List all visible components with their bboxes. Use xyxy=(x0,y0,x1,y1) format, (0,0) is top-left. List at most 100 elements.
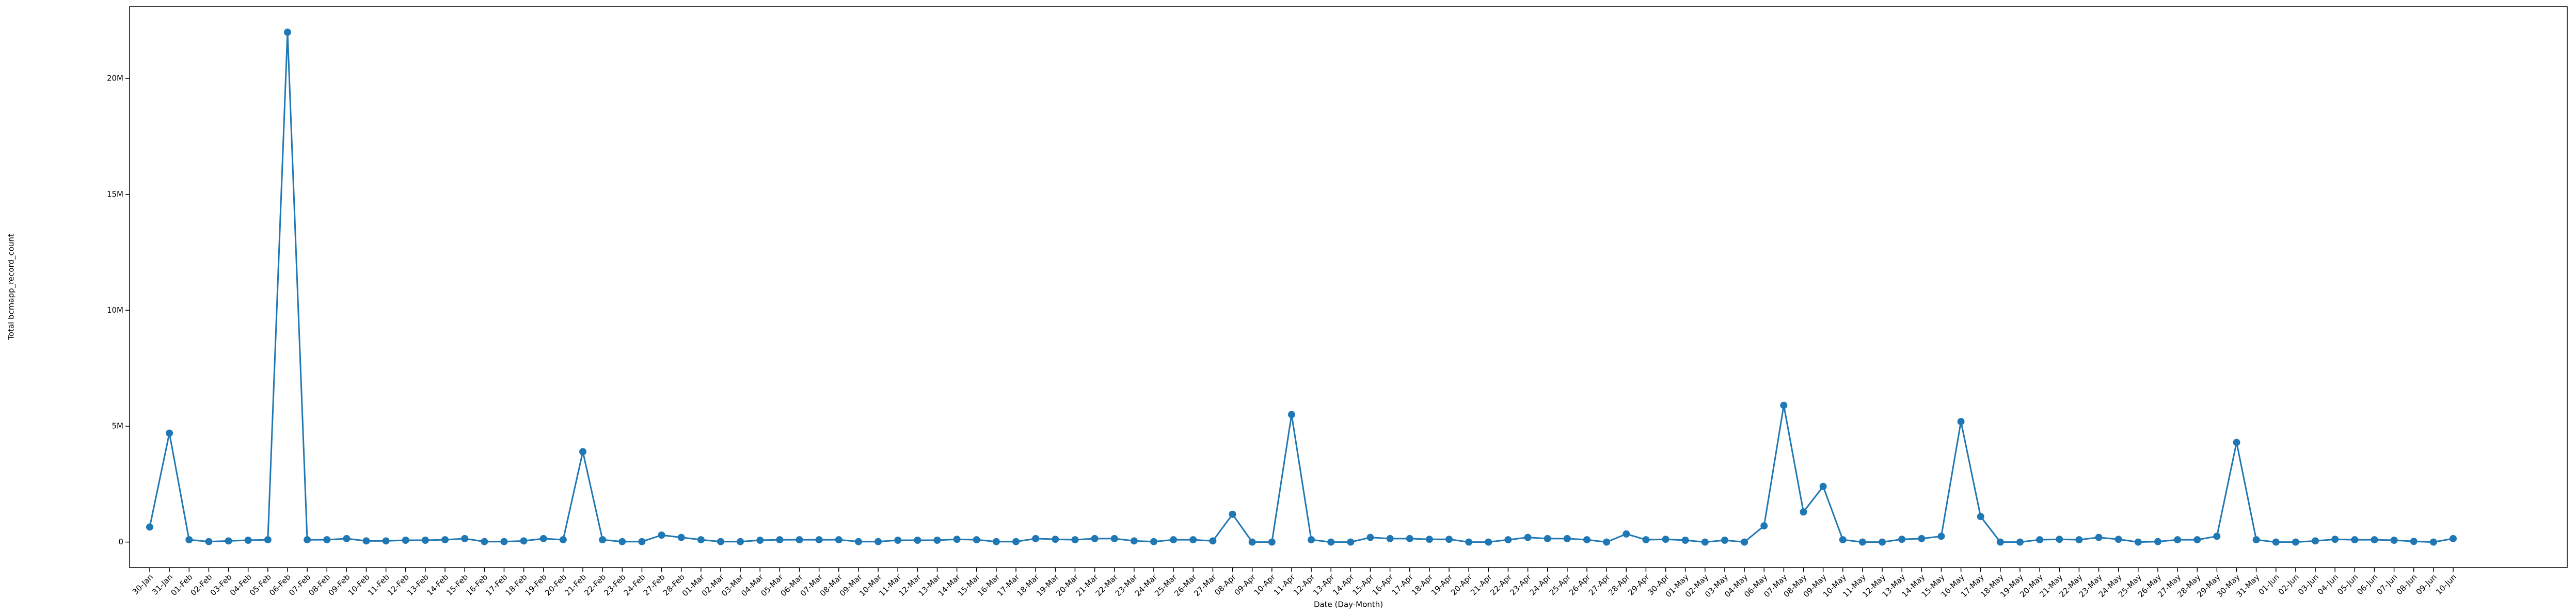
x-tick-label: 03-Feb xyxy=(209,572,234,597)
data-point xyxy=(1209,537,1217,545)
data-point xyxy=(756,536,764,544)
data-point xyxy=(1327,538,1335,546)
data-point xyxy=(1406,535,1413,542)
x-tick-label: 16-Apr xyxy=(1370,572,1395,597)
x-tick-label: 17-Apr xyxy=(1390,572,1416,597)
data-point xyxy=(1996,538,2004,546)
data-point xyxy=(737,538,744,545)
data-point xyxy=(1425,536,1433,543)
data-point xyxy=(1012,538,1020,545)
data-point xyxy=(1721,536,1728,544)
data-point xyxy=(2390,536,2398,544)
data-point xyxy=(933,536,941,544)
data-point xyxy=(1268,538,1276,546)
x-tick-label: 05-Feb xyxy=(248,572,273,597)
x-tick-label: 11-Feb xyxy=(366,572,391,597)
data-point xyxy=(2252,536,2260,544)
data-point xyxy=(1623,530,1630,538)
data-point xyxy=(441,536,449,544)
data-point xyxy=(205,538,213,545)
x-tick-label: 19-Feb xyxy=(523,572,549,597)
data-point xyxy=(146,523,153,531)
x-tick-label: 24-Feb xyxy=(622,572,647,597)
data-point xyxy=(1977,513,1984,521)
data-point xyxy=(835,536,842,544)
x-tick-label: 08-Feb xyxy=(307,572,332,597)
data-point xyxy=(1858,538,1866,546)
x-tick-label: 19-Apr xyxy=(1429,572,1455,597)
x-tick-label: 27-Apr xyxy=(1587,572,1612,597)
data-point xyxy=(854,538,862,545)
data-point xyxy=(2233,439,2240,446)
data-point xyxy=(2351,536,2359,544)
x-tick-label: 05-Jun xyxy=(2335,572,2360,596)
data-point xyxy=(1741,538,1748,546)
data-point xyxy=(2114,536,2122,543)
data-point xyxy=(1485,538,1492,546)
data-point xyxy=(2134,538,2142,546)
x-tick-label: 20-Apr xyxy=(1449,572,1474,597)
x-tick-label: 27-Mar xyxy=(1192,572,1218,599)
data-point xyxy=(1800,508,1807,516)
x-tick-label: 10-Feb xyxy=(346,572,372,597)
x-tick-label: 15-Apr xyxy=(1350,572,1376,597)
data-point xyxy=(1957,418,1965,426)
x-tick-label: 16-Feb xyxy=(465,572,490,597)
x-tick-label: 27-Feb xyxy=(642,572,667,597)
data-point xyxy=(697,536,705,544)
data-point xyxy=(1052,536,1059,543)
data-point xyxy=(599,536,607,544)
data-point xyxy=(2429,538,2437,546)
x-tick-label: 09-Apr xyxy=(1232,572,1258,597)
data-point xyxy=(874,538,882,545)
data-point xyxy=(559,536,567,544)
x-tick-label: 23-Apr xyxy=(1508,572,1533,597)
x-tick-label: 25-Apr xyxy=(1548,572,1573,597)
data-point xyxy=(2213,532,2221,540)
data-point xyxy=(1366,534,1374,541)
data-point xyxy=(1819,482,1827,490)
x-tick-label: 14-Apr xyxy=(1331,572,1356,597)
x-tick-label: 26-Apr xyxy=(1567,572,1593,597)
x-tick-label: 22-Apr xyxy=(1488,572,1514,597)
data-point xyxy=(1524,534,1532,541)
x-tick-label: 13-Feb xyxy=(405,572,431,597)
data-point xyxy=(323,536,331,544)
y-tick-label: 0 xyxy=(118,537,123,546)
data-point xyxy=(1150,538,1157,545)
data-line xyxy=(149,32,2454,543)
data-point xyxy=(1229,510,1236,518)
data-point xyxy=(2174,536,2182,544)
data-point xyxy=(1130,537,1138,545)
data-point xyxy=(304,536,311,544)
data-point xyxy=(1189,536,1197,544)
x-tick-label: 30-Jan xyxy=(131,572,155,596)
data-point xyxy=(225,537,232,545)
data-point xyxy=(2154,538,2161,545)
data-point xyxy=(1760,522,1768,530)
data-point xyxy=(166,429,173,437)
x-tick-label: 10-Jun xyxy=(2434,572,2458,596)
data-point xyxy=(992,538,1000,545)
data-point xyxy=(1544,535,1551,542)
data-point xyxy=(2450,535,2457,542)
data-point xyxy=(402,536,409,544)
data-point xyxy=(1170,536,1178,544)
x-tick-label: 11-Apr xyxy=(1272,572,1297,597)
x-tick-label: 17-Feb xyxy=(484,572,510,597)
data-point xyxy=(1937,532,1945,540)
x-tick-label: 21-Apr xyxy=(1469,572,1494,597)
data-point xyxy=(914,536,921,544)
x-tick-label: 04-Feb xyxy=(228,572,253,597)
data-point xyxy=(1879,538,1886,546)
data-point xyxy=(1465,538,1473,546)
x-tick-label: 15-Feb xyxy=(444,572,470,597)
x-tick-label: 20-Feb xyxy=(543,572,568,597)
data-point xyxy=(1445,536,1453,543)
x-tick-label: 04-Jun xyxy=(2316,572,2340,596)
data-point xyxy=(1583,536,1591,544)
data-point xyxy=(1091,535,1099,542)
data-point xyxy=(579,448,587,456)
data-point xyxy=(2016,538,2024,546)
